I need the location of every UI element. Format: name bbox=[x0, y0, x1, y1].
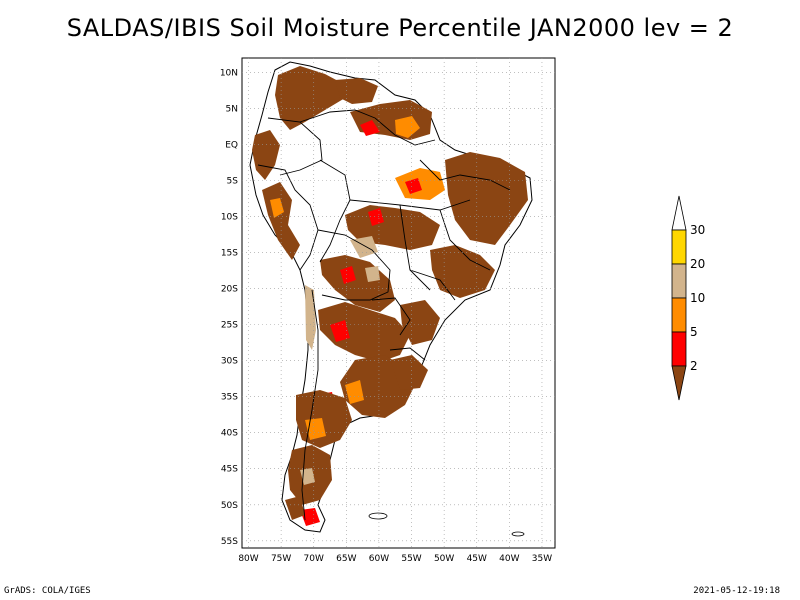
footer-timestamp: 2021-05-12-19:18 bbox=[693, 586, 780, 596]
patch-argentina-north-brown bbox=[318, 302, 410, 362]
footer-credit: GrADS: COLA/IGES bbox=[4, 586, 91, 596]
border-chile-argentina bbox=[301, 289, 319, 521]
lat-tick-label: EQ bbox=[225, 140, 238, 150]
patch-bolivia-tan bbox=[365, 266, 380, 282]
lat-tick-label: 15S bbox=[221, 249, 238, 259]
lat-tick-label: 55S bbox=[221, 537, 238, 547]
lon-tick-label: 80W bbox=[238, 554, 258, 564]
country-borders bbox=[257, 109, 511, 521]
lat-tick-label: 20S bbox=[221, 285, 238, 295]
border-brazil-states-3 bbox=[439, 209, 491, 271]
border-paraguay bbox=[371, 297, 411, 336]
patch-brazil-central-red bbox=[368, 208, 384, 226]
colorbar-label: 5 bbox=[690, 325, 698, 339]
falklands-island bbox=[368, 512, 388, 520]
lat-tick-label: 35S bbox=[221, 393, 238, 403]
colorbar-segment bbox=[671, 263, 687, 299]
border-venezuela bbox=[299, 109, 376, 123]
patch-bolivia-red bbox=[340, 266, 356, 284]
patch-guiana-orange bbox=[395, 116, 420, 138]
colorbar: 2 5 10 20 30 bbox=[671, 195, 705, 401]
border-brazil-states-4 bbox=[419, 159, 511, 191]
axis-labels: 80W 75W 70W 65W 60W 55W 50W 45W 40W 35W 10N 5N EQ 5S 1… bbox=[220, 68, 552, 564]
lon-tick-label: 75W bbox=[271, 554, 291, 564]
lat-tick-label: 45S bbox=[221, 465, 238, 475]
lat-tick-label: 30S bbox=[221, 357, 238, 367]
lon-tick-label: 65W bbox=[336, 554, 356, 564]
border-brazil-states-2 bbox=[399, 204, 431, 291]
patch-north-brown bbox=[275, 66, 345, 130]
patch-tierra-del-fuego-brown bbox=[285, 496, 305, 520]
border-guianas bbox=[374, 117, 436, 146]
map-title: SALDAS/IBIS Soil Moisture Percentile JAN… bbox=[66, 14, 734, 42]
patch-brazil-ne-brown bbox=[445, 152, 528, 245]
colorbar-label: 2 bbox=[690, 359, 698, 373]
lon-tick-label: 70W bbox=[304, 554, 324, 564]
patch-pampas-orange bbox=[345, 380, 364, 404]
lat-tick-label: 40S bbox=[221, 429, 238, 439]
colorbar-bottom-arrow bbox=[671, 365, 687, 401]
map-grid bbox=[242, 58, 555, 548]
border-brazil-states-5 bbox=[409, 269, 456, 301]
lat-tick-label: 5N bbox=[226, 104, 238, 114]
lon-tick-label: 45W bbox=[467, 554, 487, 564]
lon-tick-label: 55W bbox=[401, 554, 421, 564]
border-colombia bbox=[267, 117, 323, 176]
patch-southbrazil-brown bbox=[400, 300, 440, 345]
patch-patagonia-north-brown bbox=[296, 390, 352, 448]
colorbar-segment bbox=[671, 229, 687, 265]
colorbar-top-arrow bbox=[671, 195, 687, 231]
lon-tick-label: 50W bbox=[434, 554, 454, 564]
lat-tick-label: 25S bbox=[221, 321, 238, 331]
islands bbox=[368, 512, 525, 537]
colorbar-segment bbox=[671, 297, 687, 333]
lat-tick-label: 10S bbox=[221, 213, 238, 223]
lon-tick-label: 60W bbox=[369, 554, 389, 564]
patch-guiana-red bbox=[360, 120, 380, 136]
colorbar-label: 30 bbox=[690, 223, 705, 237]
lat-tick-label: 50S bbox=[221, 501, 238, 511]
patch-uruguay-brown bbox=[390, 355, 428, 390]
colorbar-label: 10 bbox=[690, 291, 705, 305]
map-frame bbox=[241, 57, 556, 549]
patch-argentina-north-red bbox=[330, 320, 350, 342]
border-brazil-west bbox=[319, 159, 351, 263]
colorbar-segment bbox=[671, 331, 687, 367]
lon-tick-label: 40W bbox=[499, 554, 519, 564]
border-uruguay bbox=[389, 347, 426, 361]
south-georgia-island bbox=[511, 531, 525, 537]
border-bolivia bbox=[317, 229, 391, 301]
lat-tick-label: 10N bbox=[220, 68, 238, 78]
patch-patagonia-orange bbox=[305, 418, 326, 440]
lon-tick-label: 35W bbox=[532, 554, 552, 564]
patch-brazil-ne-red bbox=[405, 178, 422, 194]
border-ecuador-peru bbox=[257, 164, 319, 271]
patch-peru-orange bbox=[270, 198, 284, 218]
patch-venezuela-brown bbox=[335, 78, 378, 104]
lat-tick-label: 5S bbox=[227, 177, 239, 187]
colorbar-label: 20 bbox=[690, 257, 705, 271]
border-brazil-states-1 bbox=[349, 199, 471, 211]
patch-tierra-del-fuego-red bbox=[300, 508, 320, 526]
patch-brazil-east-brown bbox=[430, 245, 495, 298]
